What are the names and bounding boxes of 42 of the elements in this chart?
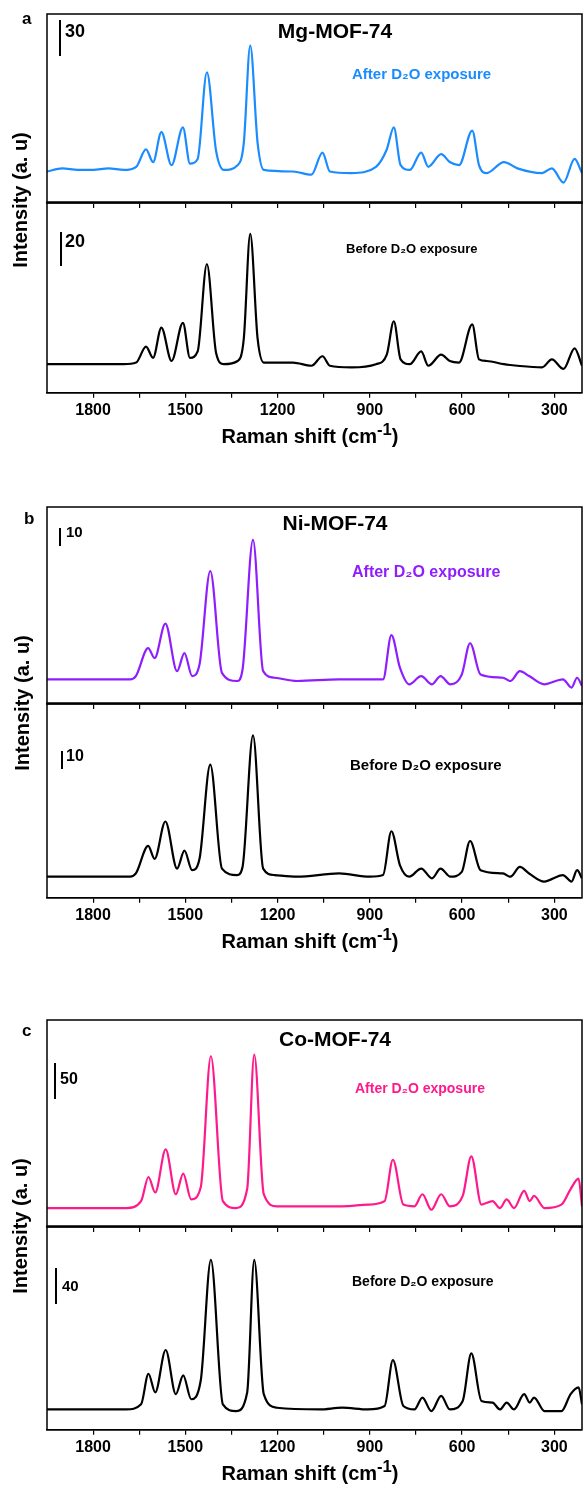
x-tick-label: 600: [448, 905, 476, 923]
chart-title: Mg-MOF-74: [277, 19, 393, 42]
x-tick-label: 1800: [75, 400, 112, 418]
x-axis-title: Raman shift (cm$^{-1}$): [221, 420, 399, 447]
y-axis-title: Intensity (a. u): [11, 635, 33, 771]
x-tick-label: 1800: [75, 1437, 112, 1455]
x-tick-label: 1200: [259, 905, 296, 923]
text: After D₂O exposure: [352, 65, 492, 82]
x-tick-label: 1200: [259, 1437, 296, 1455]
x-tick-label: 300: [540, 905, 568, 923]
text: 30: [65, 21, 86, 41]
x-axis-title: Raman shift (cm$^{-1}$): [221, 1457, 399, 1484]
x-axis-title: Raman shift (cm$^{-1}$): [221, 925, 399, 952]
x-tick-label: 900: [356, 1437, 384, 1455]
x-tick-label: 300: [540, 400, 568, 418]
x-tick-label: 1500: [167, 400, 204, 418]
text: After D₂O exposure: [352, 563, 501, 580]
text: Before D₂O exposure: [346, 241, 478, 256]
x-tick-label: 900: [356, 400, 384, 418]
x-tick-label: 600: [448, 400, 476, 418]
annotation: 10: [66, 747, 84, 764]
y-axis-title: Intensity (a. u): [9, 1158, 31, 1294]
annotation: 50: [60, 1070, 78, 1087]
annotation: 10: [66, 523, 83, 540]
text: Before D₂O exposure: [352, 1273, 494, 1289]
text: After D₂O exposure: [355, 1080, 485, 1096]
x-tick-label: 1800: [75, 905, 112, 923]
x-tick-label: 600: [448, 1437, 476, 1455]
chart-title: Co-MOF-74: [279, 1027, 391, 1050]
annotation: 40: [62, 1277, 79, 1294]
x-tick-label: 300: [540, 1437, 568, 1455]
x-tick-label: 1500: [167, 1437, 204, 1455]
annotation: 20: [65, 231, 86, 251]
text: Before D₂O exposure: [350, 756, 502, 773]
x-tick-label: 900: [356, 905, 384, 923]
x-tick-label: 1500: [167, 905, 204, 923]
text: c: [22, 1021, 32, 1040]
x-tick-label: 1200: [259, 400, 296, 418]
chart-title: Ni-MOF-74: [282, 511, 388, 534]
text: a: [22, 9, 32, 28]
text: b: [24, 509, 35, 528]
y-axis-title: Intensity (a. u): [9, 132, 31, 268]
